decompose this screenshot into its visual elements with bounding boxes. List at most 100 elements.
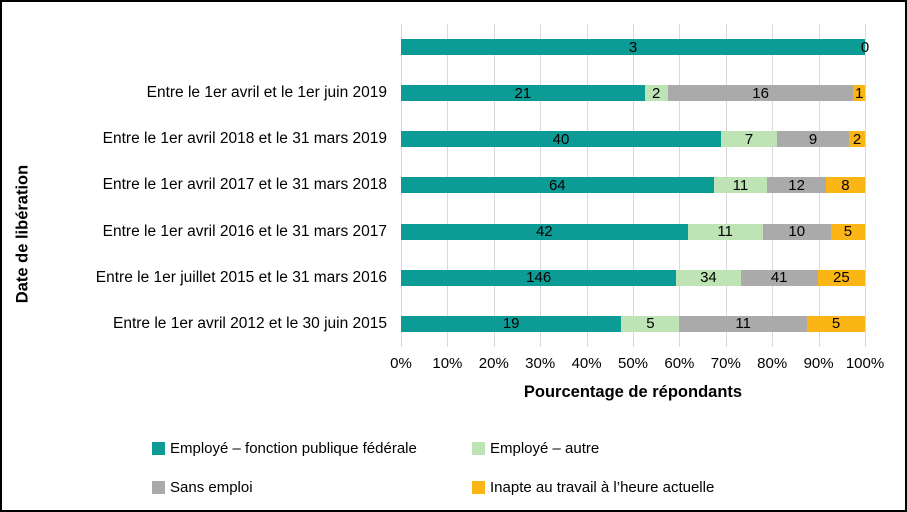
data-label: 12 xyxy=(788,176,805,194)
legend-label: Inapte au travail à l’heure actuelle xyxy=(490,479,715,496)
data-label: 5 xyxy=(831,315,841,333)
bar-segment: 34 xyxy=(676,269,741,287)
legend-item: Employé – autre xyxy=(472,440,599,457)
bar-segment: 25 xyxy=(817,269,865,287)
data-label: 16 xyxy=(752,84,769,102)
data-label: 5 xyxy=(843,223,853,241)
data-label: 10 xyxy=(788,223,806,241)
gridline xyxy=(865,24,866,347)
category-label: Entre le 1er avril 2012 et le 30 juin 20… xyxy=(112,314,387,332)
bar-segment: 146 xyxy=(401,269,677,287)
bar-band: 19 5 11 5 xyxy=(401,301,865,347)
x-tick-label: 10% xyxy=(432,355,463,372)
x-tick-label: 40% xyxy=(571,355,602,372)
bar-segment: 10 xyxy=(762,223,831,241)
legend-swatch xyxy=(152,442,165,455)
bar-segment: 16 xyxy=(667,84,854,102)
bar-segment: 19 xyxy=(401,315,622,333)
legend-label: Employé – autre xyxy=(490,440,600,457)
legend-item: Employé – fonction publique fédérale xyxy=(152,440,417,457)
legend-item: Sans emploi xyxy=(152,479,253,496)
data-label: 146 xyxy=(526,269,552,287)
data-label: 11 xyxy=(732,176,749,194)
x-tick-label: 20% xyxy=(478,355,509,372)
data-label: 3 xyxy=(628,38,638,56)
data-label: 0 xyxy=(860,38,870,56)
data-label: 5 xyxy=(646,315,655,333)
stacked-bar: 64 11 12 8 xyxy=(401,176,865,194)
data-label: 19 xyxy=(502,315,520,333)
x-tick-label: 0% xyxy=(390,355,412,372)
x-axis-tick-labels: 0% 10% 20% 30% 40% 50% 60% 70% 80% 90% 100% xyxy=(390,355,884,373)
data-label: 25 xyxy=(833,269,850,287)
category-label: Entre le 1er avril 2016 et le 31 mars 20… xyxy=(102,222,387,240)
category-label: Entre le 1er avril 2017 et le 31 mars 20… xyxy=(102,176,387,194)
bar-segment: 11 xyxy=(687,223,763,241)
data-label: 8 xyxy=(841,176,850,194)
bar-segment: 9 xyxy=(777,130,849,148)
bar-segment: 3 xyxy=(401,38,865,56)
bar-band: 42 11 10 5 xyxy=(401,209,865,255)
bar-band: 64 11 12 8 xyxy=(401,162,865,208)
data-label: 1 xyxy=(855,84,864,102)
category-label: Entre le 1er avril et le 1er juin 2019 xyxy=(146,84,387,102)
category-label: Entre le 1er juillet 2015 et le 31 mars … xyxy=(95,268,387,286)
data-label: 21 xyxy=(514,84,532,102)
stacked-bar: 42 11 10 5 xyxy=(401,223,865,241)
bar-segment: 5 xyxy=(806,315,865,333)
bar-segment: 11 xyxy=(713,176,768,194)
bar-segment: 12 xyxy=(767,176,826,194)
data-label: 11 xyxy=(735,315,751,333)
bar-segment: 2 xyxy=(849,130,865,148)
data-label: 7 xyxy=(744,130,754,148)
x-axis-title: Pourcentage de répondants xyxy=(523,383,743,401)
bar-band: 146 34 41 25 xyxy=(401,255,865,301)
x-tick-label: 80% xyxy=(757,355,788,372)
x-tick-label: 60% xyxy=(664,355,695,372)
x-tick-label: 90% xyxy=(803,355,834,372)
category-labels: Entre le 1er avril et le 1er juin 2019 En… xyxy=(2,24,394,347)
x-tick-label: 50% xyxy=(617,355,649,372)
bar-segment: 21 xyxy=(401,84,645,102)
stacked-bar: 146 34 41 25 xyxy=(401,269,865,287)
legend-swatch xyxy=(472,481,485,494)
data-label: 41 xyxy=(770,269,788,287)
stacked-bar: 40 7 9 2 xyxy=(401,130,865,148)
legend-swatch xyxy=(472,442,485,455)
bar-segment: 64 xyxy=(401,176,714,194)
category-label: Entre le 1er avril 2018 et le 31 mars 20… xyxy=(102,130,387,148)
data-label: 40 xyxy=(552,130,570,148)
data-label: 2 xyxy=(652,84,661,102)
bar-segment: 1 xyxy=(853,84,865,102)
bar-band: 40 7 9 2 xyxy=(401,116,865,162)
data-label: 64 xyxy=(548,176,566,194)
bar-segment: 40 xyxy=(401,130,721,148)
data-label: 11 xyxy=(717,223,733,241)
bar-band: 21 2 16 1 xyxy=(401,70,865,116)
bar-segment: 5 xyxy=(621,315,680,333)
bar-segment: 7 xyxy=(721,130,777,148)
data-label: 34 xyxy=(700,269,717,287)
legend-label: Sans emploi xyxy=(170,479,253,496)
stacked-bar: 21 2 16 1 xyxy=(401,84,865,102)
legend-label: Employé – fonction publique fédérale xyxy=(170,440,417,457)
bar-segment: 42 xyxy=(401,223,688,241)
bar-segment: 5 xyxy=(830,223,865,241)
plot-area: 3 0 21 2 16 1 40 7 9 2 64 11 12 8 42 11 10 5 146 34 41 25 19 5 1… xyxy=(401,24,869,347)
legend-item: Inapte au travail à l’heure actuelle xyxy=(472,479,714,496)
bar-rows: 3 0 21 2 16 1 40 7 9 2 64 11 12 8 42 11 10 5 146 34 41 25 19 5 1… xyxy=(401,24,869,347)
bar-segment: 11 xyxy=(679,315,807,333)
bar-segment: 2 xyxy=(644,84,668,102)
x-tick-label: 30% xyxy=(525,355,556,372)
bar-segment: 8 xyxy=(825,176,865,194)
bar-segment: 41 xyxy=(740,269,818,287)
category-label xyxy=(2,24,394,70)
data-label: 42 xyxy=(535,223,553,241)
data-label: 2 xyxy=(852,130,862,148)
data-label: 9 xyxy=(808,130,818,148)
stacked-bar: 19 5 11 5 xyxy=(401,315,865,333)
x-tick-label: 100% xyxy=(845,355,885,372)
